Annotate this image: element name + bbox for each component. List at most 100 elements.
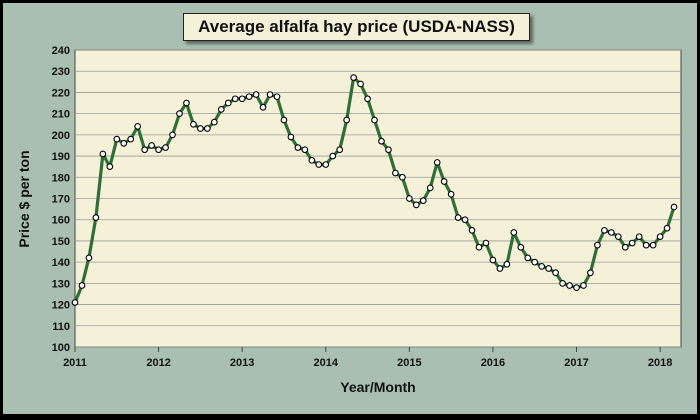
data-point (280, 116, 288, 124)
data-point (245, 93, 253, 101)
data-point (461, 216, 469, 224)
data-point (141, 146, 149, 154)
data-point (663, 224, 671, 232)
y-tick-label: 120 (52, 300, 70, 312)
data-point (510, 229, 518, 236)
data-point (628, 239, 636, 247)
data-point (378, 137, 385, 145)
data-point (224, 99, 232, 107)
data-point (85, 254, 93, 262)
x-tick-label: 2018 (648, 357, 672, 369)
y-tick-label: 140 (52, 257, 70, 269)
data-point (399, 173, 406, 181)
y-tick-label: 220 (52, 87, 70, 99)
data-point (308, 156, 316, 164)
data-point (266, 91, 274, 98)
data-point (134, 123, 142, 130)
data-point (475, 243, 483, 251)
data-point (594, 241, 601, 249)
y-axis-title: Price $ per ton (16, 150, 32, 247)
data-point (468, 226, 476, 234)
data-point (364, 95, 371, 103)
data-point (656, 233, 664, 241)
data-point (301, 146, 309, 154)
y-axis-ticks: 100 110 120 130 140 150 160 170 180 190 200 210 220 2… (52, 45, 70, 354)
data-point (392, 169, 399, 177)
data-point (127, 135, 135, 143)
data-point (259, 103, 267, 111)
data-point (273, 93, 281, 101)
data-point (419, 197, 427, 204)
data-point (503, 260, 511, 268)
y-tick-label: 170 (52, 194, 70, 206)
data-point (169, 131, 176, 139)
price-series (71, 74, 678, 306)
data-point (203, 125, 211, 132)
alfalfa-price-chart: 100 110 120 130 140 150 160 170 180 190 200 210 220 2… (16, 45, 682, 395)
data-point (385, 146, 392, 154)
y-tick-label: 110 (52, 321, 70, 333)
data-point (614, 233, 622, 241)
data-point (517, 243, 525, 251)
data-point (635, 233, 643, 241)
data-point (190, 120, 197, 128)
data-point (343, 116, 351, 124)
data-point (155, 146, 162, 154)
y-tick-label: 240 (52, 45, 70, 57)
data-point (238, 95, 246, 103)
y-tick-label: 180 (52, 172, 70, 184)
data-point (440, 178, 448, 185)
data-point (552, 269, 559, 277)
data-point (197, 125, 204, 132)
data-point (322, 161, 330, 168)
data-point (538, 263, 546, 270)
data-point (336, 146, 344, 154)
data-point (78, 282, 86, 289)
data-point (148, 142, 155, 149)
data-point (433, 159, 441, 166)
data-point (607, 229, 615, 236)
data-point (217, 106, 225, 113)
data-point (642, 241, 650, 249)
x-tick-label: 2013 (230, 357, 254, 369)
y-tick-label: 200 (52, 130, 70, 142)
data-point (412, 201, 420, 209)
x-tick-label: 2014 (314, 357, 339, 369)
data-point (287, 133, 295, 141)
data-point (106, 163, 114, 171)
data-point (670, 203, 678, 211)
data-point (531, 258, 539, 266)
data-point (294, 144, 302, 151)
data-point (210, 118, 218, 126)
data-point (113, 135, 121, 143)
data-point (71, 299, 79, 306)
y-tick-label: 130 (52, 278, 70, 290)
gridlines (75, 49, 681, 348)
data-point (426, 184, 434, 192)
data-point (176, 110, 183, 117)
data-point (183, 99, 190, 107)
y-tick-label: 160 (52, 215, 70, 227)
x-tick-label: 2015 (397, 357, 421, 369)
x-axis-title: Year/Month (340, 379, 415, 395)
data-point (120, 139, 128, 147)
data-point (252, 91, 260, 98)
data-point (92, 214, 100, 221)
data-point (447, 190, 455, 198)
data-point (496, 265, 504, 272)
y-tick-label: 100 (52, 342, 70, 354)
data-point (524, 254, 532, 262)
data-point (621, 243, 629, 251)
y-tick-label: 190 (52, 151, 70, 163)
data-point (315, 161, 323, 168)
data-point (573, 284, 580, 291)
data-point (566, 282, 573, 289)
data-point (405, 195, 413, 202)
chart-title: Average alfalfa hay price (USDA-NASS) (183, 13, 530, 41)
data-point (99, 150, 107, 158)
data-point (454, 214, 462, 221)
data-point (350, 74, 357, 81)
data-point (489, 256, 497, 264)
x-tick-label: 2016 (481, 357, 505, 369)
